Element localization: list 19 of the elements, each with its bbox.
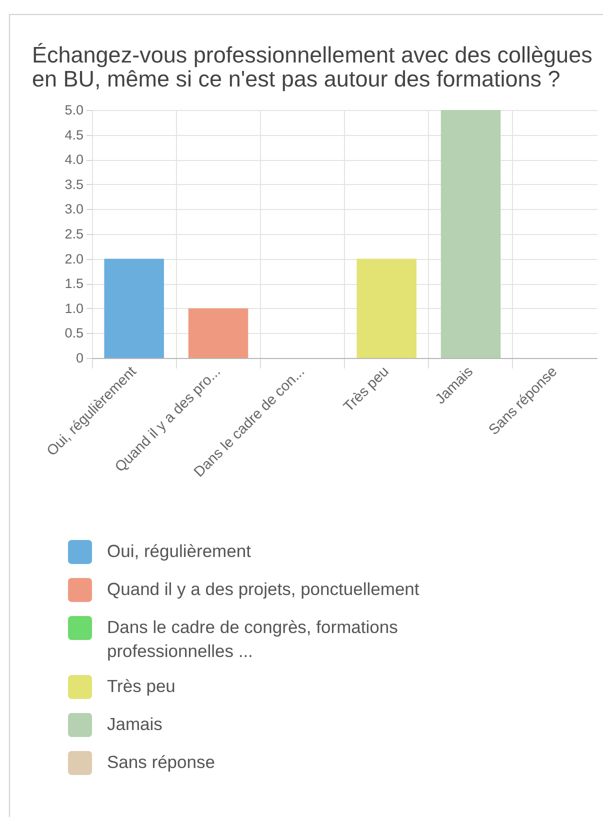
y-tick-label: 1.0	[64, 300, 84, 316]
y-tick-label: 3.0	[64, 202, 84, 217]
y-tick-label: 1.5	[64, 276, 84, 292]
legend-label: Jamais	[107, 714, 163, 734]
legend-label: Sans réponse	[107, 752, 215, 772]
y-tick-label: 2.5	[64, 226, 84, 242]
legend-label: Dans le cadre de congrès, formations professionnelles ...	[107, 617, 398, 661]
y-tick-label: 0	[76, 350, 84, 366]
legend-label: Quand il y a des projets, ponctuellement	[107, 579, 420, 599]
y-tick-label: 4.0	[64, 152, 84, 168]
legend-label: Très peu	[107, 676, 176, 696]
x-tick-label: Très peu	[340, 364, 392, 416]
y-tick-label: 5.0	[64, 102, 84, 118]
legend-label: Oui, régulièrement	[107, 541, 252, 561]
y-tick-label: 2.0	[64, 251, 84, 266]
y-tick-label: 0.5	[64, 326, 84, 341]
chart-title: Échangez-vous professionnellement avec des collègues en BU, même si ce n'est pas autour des formations ?	[32, 42, 592, 92]
y-tick-label: 3.5	[64, 176, 84, 192]
y-tick-label: 4.5	[64, 127, 84, 142]
